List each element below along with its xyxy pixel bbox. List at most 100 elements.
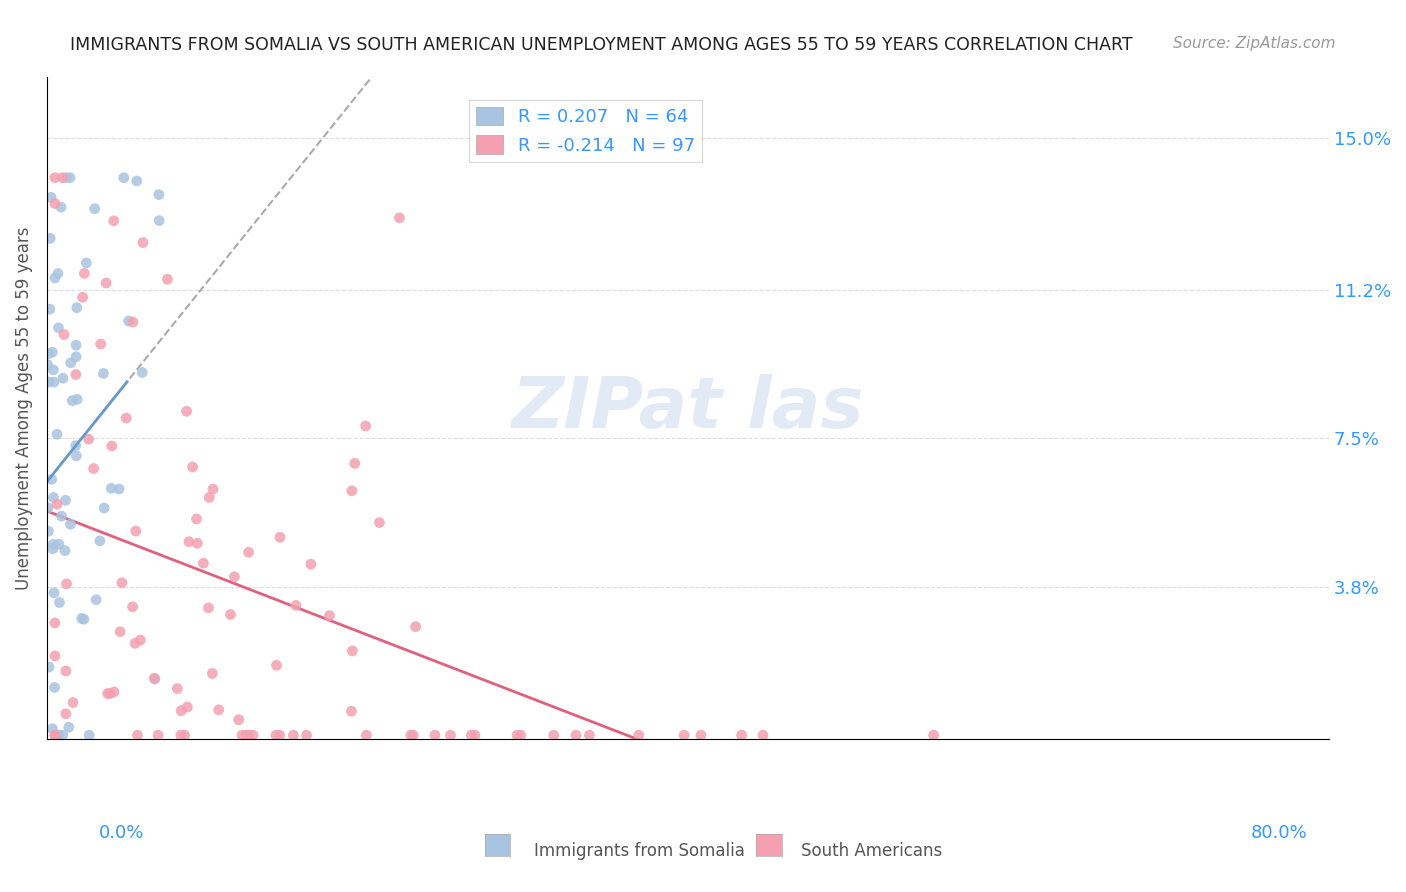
Point (173, 728, 195, 742)
Point (299, 558, 322, 572)
Point (269, 728, 291, 742)
Point (46, 267, 69, 281)
Point (39, 231, 62, 245)
Point (59, 170, 82, 185)
Point (96, 276, 118, 290)
Point (201, 666, 224, 681)
Point (55, 664, 77, 678)
Point (402, 728, 425, 742)
Point (42, 586, 65, 600)
Point (231, 728, 253, 742)
Point (46, 497, 69, 511)
Point (45, 728, 67, 742)
Legend: R = 0.207   N = 64, R = -0.214   N = 97: R = 0.207 N = 64, R = -0.214 N = 97 (468, 100, 702, 161)
Point (295, 728, 318, 742)
Point (166, 681, 188, 696)
Point (55, 706, 77, 721)
Point (38, 375, 60, 389)
Point (506, 728, 529, 742)
Point (186, 512, 208, 526)
Point (65, 449, 87, 463)
Point (197, 600, 219, 615)
Point (124, 636, 146, 650)
Point (44, 170, 66, 185)
Point (52, 728, 75, 742)
Point (121, 315, 143, 329)
Point (42, 537, 65, 551)
Point (55, 493, 77, 508)
Point (340, 704, 363, 718)
Text: ZIPat las: ZIPat las (512, 374, 865, 442)
Point (219, 607, 242, 622)
Point (37, 524, 59, 539)
Point (51, 509, 73, 524)
Point (318, 608, 340, 623)
Point (46, 728, 69, 742)
Point (108, 482, 131, 496)
Point (75, 256, 97, 270)
Point (125, 174, 148, 188)
Point (44, 271, 66, 285)
Point (269, 530, 291, 544)
Point (112, 170, 135, 185)
Point (464, 728, 486, 742)
Point (42, 491, 65, 505)
Point (60, 393, 83, 408)
Point (368, 516, 391, 530)
Text: Immigrants from Somalia: Immigrants from Somalia (534, 842, 745, 860)
Point (42, 363, 65, 377)
Point (111, 575, 134, 590)
Point (565, 728, 588, 742)
Point (59, 356, 82, 370)
Point (238, 728, 260, 742)
Point (108, 624, 131, 639)
Point (399, 728, 422, 742)
Point (41, 345, 63, 359)
Point (48, 728, 70, 742)
Point (176, 700, 198, 714)
Point (690, 728, 713, 742)
Point (354, 419, 377, 434)
Point (62, 696, 84, 710)
Point (148, 213, 170, 227)
Point (127, 728, 149, 742)
Point (439, 728, 461, 742)
Point (83, 202, 105, 216)
Point (170, 728, 193, 742)
Point (176, 404, 198, 418)
Point (143, 671, 166, 685)
Point (156, 272, 179, 286)
Point (284, 599, 307, 613)
Text: IMMIGRANTS FROM SOMALIA VS SOUTH AMERICAN UNEMPLOYMENT AMONG AGES 55 TO 59 YEARS: IMMIGRANTS FROM SOMALIA VS SOUTH AMERICA… (70, 36, 1133, 54)
Point (103, 214, 125, 228)
Point (89, 533, 111, 548)
Point (38, 302, 60, 317)
Text: Source: ZipAtlas.com: Source: ZipAtlas.com (1173, 36, 1336, 51)
Point (90, 337, 112, 351)
Point (39, 190, 62, 204)
Point (48, 320, 70, 334)
Point (181, 460, 204, 475)
Point (42, 375, 65, 389)
Point (52, 371, 75, 385)
Point (388, 211, 411, 225)
Point (405, 620, 427, 634)
Point (65, 350, 87, 364)
Point (73, 612, 96, 626)
Point (44, 615, 66, 630)
Point (53, 327, 76, 342)
Point (752, 728, 775, 742)
Point (53, 543, 76, 558)
Point (148, 187, 170, 202)
Point (65, 368, 87, 382)
Point (41, 722, 63, 736)
Point (543, 728, 565, 742)
Point (115, 411, 138, 425)
Point (131, 366, 153, 380)
Point (41, 472, 63, 486)
Point (129, 633, 152, 648)
Point (44, 648, 66, 663)
Point (143, 672, 166, 686)
Point (264, 728, 287, 742)
Point (58, 720, 80, 734)
